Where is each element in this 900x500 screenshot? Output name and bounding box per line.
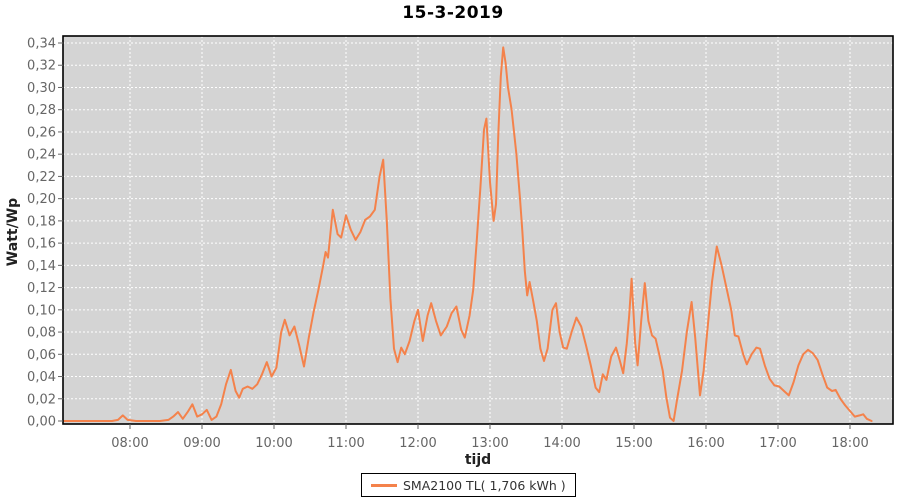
plot-border [62,35,894,425]
x-tick-label: 11:00 [327,436,364,451]
y-tick-label: 0,26 [27,125,56,140]
y-tick-label: 0,00 [27,415,56,430]
y-tick-label: 0,20 [27,192,56,207]
y-tick-label: 0,22 [27,170,56,185]
y-tick-label: 0,10 [27,303,56,318]
legend-line-swatch-icon [371,483,397,487]
x-tick-label: 08:00 [111,436,148,451]
x-tick-label: 12:00 [399,436,436,451]
y-tick-label: 0,14 [27,259,56,274]
x-tick-label: 13:00 [471,436,508,451]
x-tick-label: 16:00 [687,436,724,451]
y-tick-label: 0,34 [27,37,56,52]
legend-box: SMA2100 TL( 1,706 kWh ) [361,473,576,497]
x-tick-label: 17:00 [759,436,796,451]
x-axis-label: tijd [464,452,492,468]
x-tick-label: 10:00 [255,436,292,451]
x-tick-label: 15:00 [615,436,652,451]
y-tick-label: 0,24 [27,148,56,163]
y-tick-label: 0,12 [27,281,56,296]
y-tick-label: 0,06 [27,348,56,363]
chart-title: 15-3-2019 [402,3,504,23]
legend-label: SMA2100 TL( 1,706 kWh ) [403,477,566,493]
y-tick-label: 0,02 [27,392,56,407]
y-axis-label: Watt/Wp [5,197,21,267]
x-tick-label: 09:00 [183,436,220,451]
y-tick-label: 0,16 [27,237,56,252]
series-line [63,46,873,422]
y-tick-label: 0,18 [27,214,56,229]
x-tick-label: 18:00 [831,436,868,451]
y-tick-label: 0,04 [27,370,56,385]
y-tick-label: 0,28 [27,103,56,118]
y-tick-label: 0,30 [27,81,56,96]
x-tick-label: 14:00 [543,436,580,451]
y-tick-label: 0,08 [27,326,56,341]
y-tick-label: 0,32 [27,59,56,74]
